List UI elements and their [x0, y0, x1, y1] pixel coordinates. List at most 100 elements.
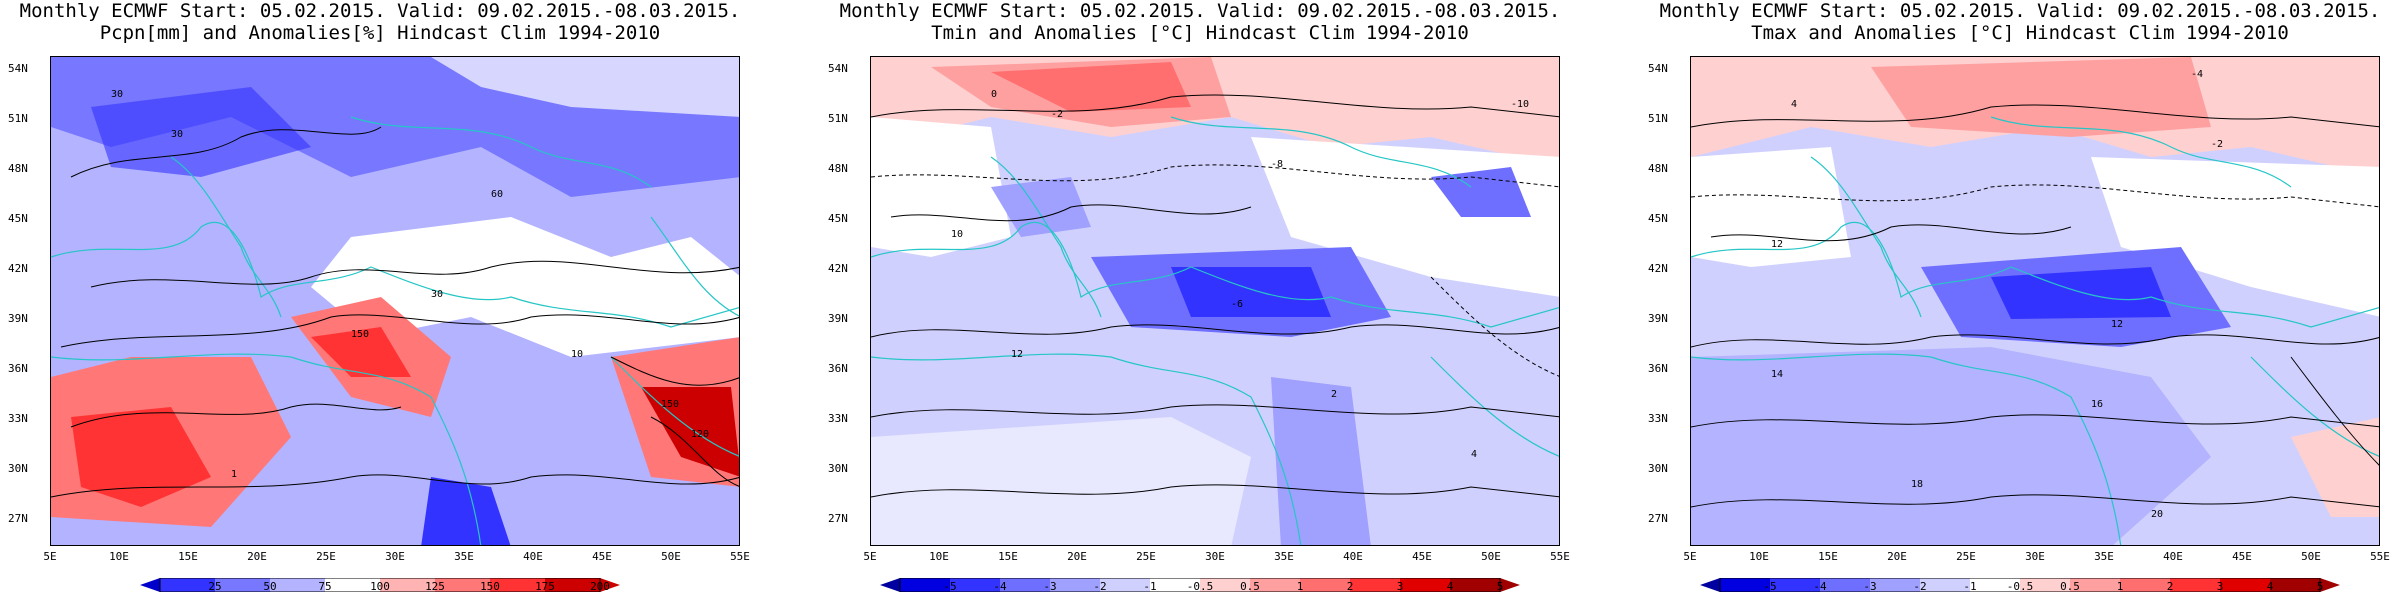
colorbar-label: 3 — [1396, 580, 1404, 593]
lon-label: 25E — [316, 550, 336, 563]
panel-title-line2: Tmax and Anomalies [°C] Hindcast Clim 19… — [1751, 22, 2289, 44]
colorbar-label: 3 — [2216, 580, 2224, 593]
colorbar-label: 2 — [1346, 580, 1354, 593]
lat-label: 33N — [1648, 412, 1668, 425]
colorbar-label: 0.5 — [2060, 580, 2080, 593]
contour-label: -4 — [2191, 69, 2203, 80]
lat-label: 27N — [1648, 512, 1668, 525]
contour-label: 10 — [571, 349, 583, 360]
contour-label: -2 — [1051, 109, 1063, 120]
contour-label: 16 — [2091, 399, 2103, 410]
lat-label: 51N — [828, 112, 848, 125]
tmax-colorbar — [1700, 578, 2340, 592]
tmin-panel: Monthly ECMWF Start: 05.02.2015. Valid: … — [820, 0, 1580, 600]
colorbar-label: -4 — [1813, 580, 1827, 593]
panel-title-line1: Monthly ECMWF Start: 05.02.2015. Valid: … — [1659, 0, 2381, 22]
contour-label: 14 — [1771, 369, 1783, 380]
contour-label: 30 — [111, 89, 123, 100]
lon-label: 20E — [1067, 550, 1087, 563]
lon-label: 45E — [2232, 550, 2252, 563]
colorbar-label: 150 — [480, 580, 500, 593]
panel-title-line1: Monthly ECMWF Start: 05.02.2015. Valid: … — [839, 0, 1561, 22]
lon-label: 25E — [1956, 550, 1976, 563]
contour-label: -6 — [1231, 299, 1243, 310]
tmax-panel: Monthly ECMWF Start: 05.02.2015. Valid: … — [1640, 0, 2400, 600]
contour-label: 30 — [431, 289, 443, 300]
contour-label: 150 — [661, 399, 679, 410]
lon-label: 5E — [1683, 550, 1697, 563]
lon-label: 35E — [1274, 550, 1294, 563]
lon-label: 20E — [247, 550, 267, 563]
contour-label: 12 — [1771, 239, 1783, 250]
lat-label: 39N — [1648, 312, 1668, 325]
precipitation-colorbar — [140, 578, 620, 592]
colorbar-label: 25 — [208, 580, 222, 593]
lat-label: 42N — [828, 262, 848, 275]
contour-label: 60 — [491, 189, 503, 200]
lat-label: 51N — [8, 112, 28, 125]
contour-label: 10 — [951, 229, 963, 240]
lat-label: 33N — [828, 412, 848, 425]
lat-label: 36N — [8, 362, 28, 375]
contour-label: 4 — [1471, 449, 1477, 460]
lat-label: 48N — [1648, 162, 1668, 175]
colorbar-label: 50 — [263, 580, 277, 593]
tmin-colorbar — [880, 578, 1520, 592]
lon-label: 50E — [1481, 550, 1501, 563]
colorbar-label: 125 — [425, 580, 445, 593]
lat-label: 54N — [828, 62, 848, 75]
colorbar-label: 100 — [370, 580, 390, 593]
lon-label: 40E — [523, 550, 543, 563]
contour-label: -8 — [1271, 159, 1283, 170]
panel-title-line1: Monthly ECMWF Start: 05.02.2015. Valid: … — [19, 0, 741, 22]
lon-label: 30E — [1205, 550, 1225, 563]
lon-label: 5E — [43, 550, 57, 563]
panel-title-line2: Tmin and Anomalies [°C] Hindcast Clim 19… — [931, 22, 1469, 44]
precipitation-panel: Monthly ECMWF Start: 05.02.2015. Valid: … — [0, 0, 760, 600]
lat-label: 45N — [8, 212, 28, 225]
lon-label: 50E — [661, 550, 681, 563]
colorbar-label: 1 — [2116, 580, 2124, 593]
lat-label: 51N — [1648, 112, 1668, 125]
lon-label: 50E — [2301, 550, 2321, 563]
colorbar-label: 2 — [2166, 580, 2174, 593]
contour-label: 30 — [171, 129, 183, 140]
lat-label: 48N — [828, 162, 848, 175]
colorbar-label: -5 — [943, 580, 957, 593]
contour-label: 4 — [1791, 99, 1797, 110]
contour-label: 2 — [1331, 389, 1337, 400]
lon-label: 40E — [2163, 550, 2183, 563]
colorbar-label: -5 — [1763, 580, 1777, 593]
lat-label: 30N — [828, 462, 848, 475]
colorbar-label: -1 — [1143, 580, 1157, 593]
contour-label: 1 — [231, 469, 237, 480]
contour-label: 12 — [2111, 319, 2123, 330]
contour-label: 0 — [991, 89, 997, 100]
lat-label: 33N — [8, 412, 28, 425]
lat-label: 30N — [8, 462, 28, 475]
panel-title-line2: Pcpn[mm] and Anomalies[%] Hindcast Clim … — [99, 22, 661, 44]
lat-label: 54N — [1648, 62, 1668, 75]
lon-label: 55E — [1550, 550, 1570, 563]
colorbar-label: 0.5 — [1240, 580, 1260, 593]
colorbar-label: 4 — [1446, 580, 1454, 593]
lon-label: 45E — [1412, 550, 1432, 563]
contour-label: -10 — [1511, 99, 1529, 110]
contour-label: 12 — [1011, 349, 1023, 360]
lon-label: 45E — [592, 550, 612, 563]
colorbar-label: 5 — [1496, 580, 1504, 593]
lon-label: 40E — [1343, 550, 1363, 563]
lon-label: 5E — [863, 550, 877, 563]
colorbar-label: -2 — [1093, 580, 1107, 593]
lon-label: 20E — [1887, 550, 1907, 563]
colorbar-label: 5 — [2316, 580, 2324, 593]
colorbar-label: -0.5 — [2006, 580, 2034, 593]
lon-label: 15E — [178, 550, 198, 563]
tmax-map: 4 -4 -2 12 12 16 14 18 20 — [1690, 56, 2380, 546]
lat-label: 42N — [8, 262, 28, 275]
colorbar-label: -4 — [993, 580, 1007, 593]
lon-label: 55E — [2370, 550, 2390, 563]
lon-label: 15E — [998, 550, 1018, 563]
lon-label: 30E — [2025, 550, 2045, 563]
lat-label: 27N — [828, 512, 848, 525]
